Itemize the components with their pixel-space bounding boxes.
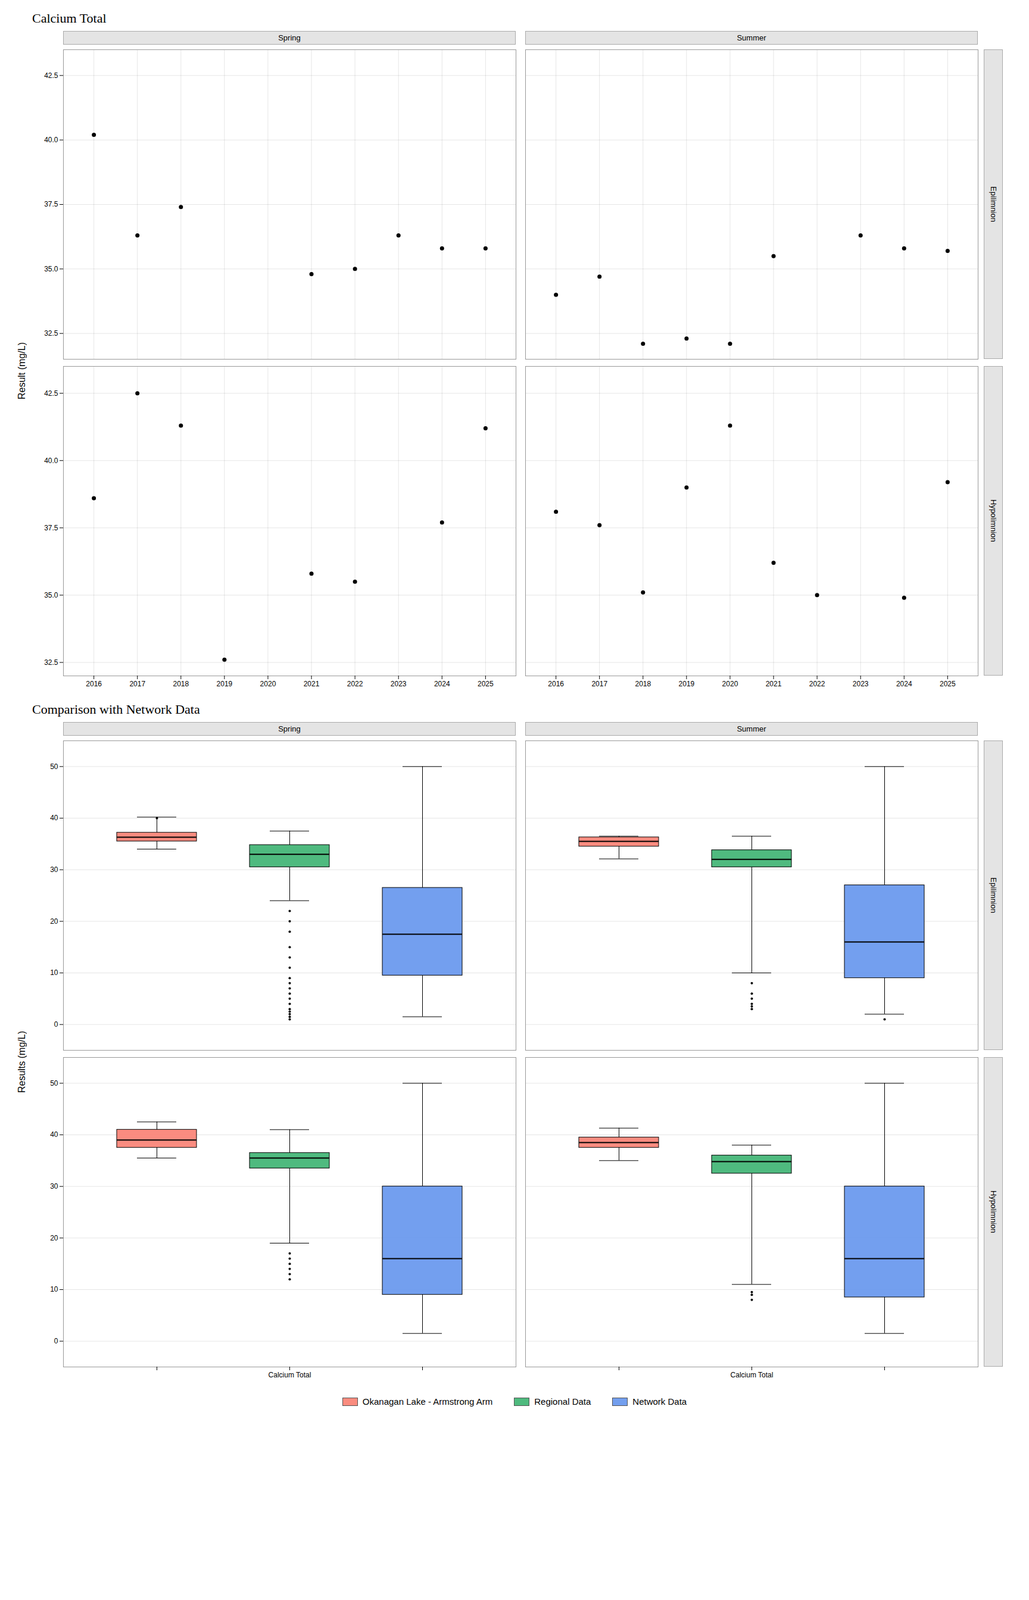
svg-text:2020: 2020 xyxy=(722,680,739,689)
svg-text:42.5: 42.5 xyxy=(44,389,59,398)
html-text:Spring: Spring xyxy=(278,724,301,734)
html-text:Hypolimnion: Hypolimnion xyxy=(988,1191,998,1234)
svg-text:2025: 2025 xyxy=(477,680,494,689)
svg-text:40.0: 40.0 xyxy=(44,135,59,145)
html-text:Calcium Total: Calcium Total xyxy=(32,10,107,26)
svg-text:2018: 2018 xyxy=(172,680,189,689)
svg-text:2018: 2018 xyxy=(634,680,651,689)
html-text:Result (mg/L): Result (mg/L) xyxy=(16,342,27,400)
svg-text:40: 40 xyxy=(50,814,59,823)
svg-text:2023: 2023 xyxy=(852,680,869,689)
svg-text:2017: 2017 xyxy=(129,680,146,689)
svg-text:2022: 2022 xyxy=(809,680,826,689)
svg-text:2023: 2023 xyxy=(390,680,407,689)
svg-text:2024: 2024 xyxy=(434,680,451,689)
svg-text:Calcium Total: Calcium Total xyxy=(730,1371,774,1380)
svg-text:35.0: 35.0 xyxy=(44,591,59,600)
svg-text:2017: 2017 xyxy=(591,680,608,689)
svg-text:2024: 2024 xyxy=(896,680,913,689)
svg-text:30: 30 xyxy=(50,865,59,875)
html-text:Results (mg/L): Results (mg/L) xyxy=(16,1031,27,1094)
svg-text:2019: 2019 xyxy=(678,680,695,689)
svg-text:2016: 2016 xyxy=(85,680,102,689)
svg-text:37.5: 37.5 xyxy=(44,200,59,209)
svg-text:42.5: 42.5 xyxy=(44,71,59,80)
html-text:Network Data: Network Data xyxy=(632,1397,687,1408)
svg-text:40.0: 40.0 xyxy=(44,456,59,466)
html-text:Epilimnion: Epilimnion xyxy=(988,186,998,223)
svg-text:10: 10 xyxy=(50,968,59,978)
svg-text:10: 10 xyxy=(50,1285,59,1294)
svg-text:2016: 2016 xyxy=(547,680,564,689)
svg-text:2025: 2025 xyxy=(939,680,956,689)
svg-text:35.0: 35.0 xyxy=(44,264,59,274)
html-text:Hypolimnion: Hypolimnion xyxy=(988,499,998,543)
html-text:Epilimnion: Epilimnion xyxy=(988,877,998,914)
html-text:Spring: Spring xyxy=(278,33,301,43)
svg-text:20: 20 xyxy=(50,917,59,926)
svg-text:40: 40 xyxy=(50,1130,59,1140)
svg-text:32.5: 32.5 xyxy=(44,329,59,338)
html-text:Okanagan Lake - Armstrong Arm: Okanagan Lake - Armstrong Arm xyxy=(362,1397,493,1408)
svg-text:32.5: 32.5 xyxy=(44,658,59,667)
svg-text:50: 50 xyxy=(50,1079,59,1088)
html-text:Comparison with Network Data: Comparison with Network Data xyxy=(32,702,200,717)
svg-text:50: 50 xyxy=(50,762,59,772)
svg-text:Calcium Total: Calcium Total xyxy=(268,1371,312,1380)
svg-text:2021: 2021 xyxy=(765,680,782,689)
svg-text:0: 0 xyxy=(54,1337,59,1346)
svg-text:37.5: 37.5 xyxy=(44,524,59,533)
html-text:Regional Data: Regional Data xyxy=(534,1397,591,1408)
svg-text:30: 30 xyxy=(50,1182,59,1191)
svg-text:2021: 2021 xyxy=(303,680,320,689)
svg-text:2020: 2020 xyxy=(260,680,277,689)
html-text:Summer: Summer xyxy=(736,33,767,43)
svg-text:0: 0 xyxy=(54,1020,59,1029)
svg-text:2019: 2019 xyxy=(216,680,233,689)
html-text:Summer: Summer xyxy=(736,724,767,734)
svg-text:2022: 2022 xyxy=(347,680,364,689)
svg-text:20: 20 xyxy=(50,1234,59,1243)
